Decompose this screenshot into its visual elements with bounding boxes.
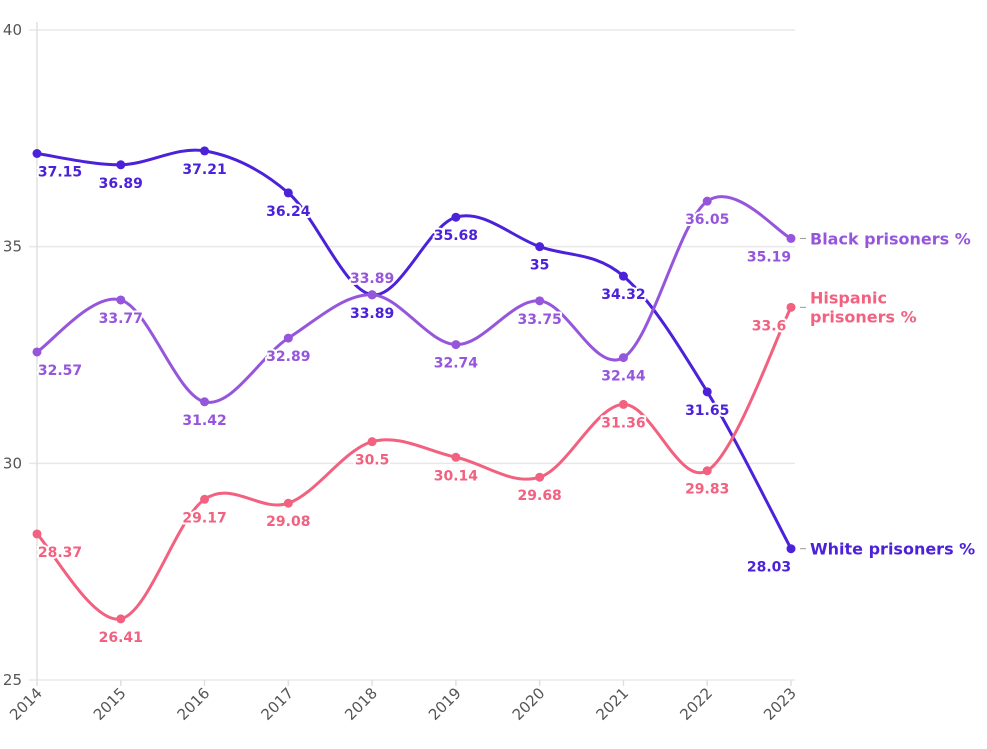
data-point [535,296,545,306]
data-label: 32.44 [601,369,646,385]
series-line [35,306,793,621]
data-labels: 37.15 36.89 37.21 36.24 33.89 35.68 35 34.32 31.… [36,160,975,648]
data-point [116,614,126,624]
data-point [535,242,545,252]
data-point [116,295,126,305]
data-point [618,271,628,281]
data-label: 33.77 [99,311,143,327]
x-tick-label: 2014 [6,684,46,724]
series-lines [32,146,796,624]
data-point [116,160,126,170]
data-point [200,146,210,156]
data-label: 33.75 [518,312,562,328]
data-label: 29.68 [518,488,562,504]
data-point [283,333,293,343]
y-tick-label: 40 [3,21,22,39]
data-point [367,437,377,447]
data-label: 36.24 [266,204,311,220]
data-point [786,233,796,243]
series-label-line: prisoners % [810,307,917,326]
y-tick-label: 35 [3,238,22,256]
data-label: 32.89 [266,349,310,365]
series-label: Hispanic prisoners % [810,288,917,326]
data-label: 36.89 [99,176,143,192]
data-label: 33.89 [350,271,394,287]
data-point [283,498,293,508]
data-label: 33.6 [752,318,787,334]
data-label: 31.65 [685,403,729,419]
x-tick-label: 2017 [257,684,297,724]
data-label: 30.5 [355,453,390,469]
data-label: 32.74 [434,356,479,372]
data-label: 36.05 [685,212,729,228]
data-point [702,466,712,476]
data-label: 28.37 [38,545,82,561]
data-label: 37.21 [182,162,226,178]
data-point [367,290,377,300]
x-tick-label: 2018 [341,684,381,724]
x-tick-label: 2023 [760,684,800,724]
data-point [451,212,461,222]
series-line [36,148,793,550]
data-label: 37.15 [38,165,82,181]
series-label: Black prisoners % [810,229,971,248]
data-point [283,188,293,198]
data-label: 35.68 [434,228,478,244]
data-label: 32.57 [38,363,82,379]
data-label: 33.89 [350,306,394,322]
data-point [200,397,210,407]
data-label: 35.19 [747,249,791,265]
data-point [702,387,712,397]
data-label: 26.41 [99,630,143,646]
data-label: 29.08 [266,514,310,530]
gridlines [29,29,795,681]
y-tick-label: 25 [3,671,22,689]
x-tick-label: 2021 [593,684,633,724]
data-point [32,149,42,158]
data-point [451,340,461,350]
data-point [618,353,628,363]
series-label-line: Hispanic [810,288,887,307]
x-tick-label: 2022 [676,684,716,724]
data-label: 29.83 [685,482,729,498]
data-label: 29.17 [182,510,226,526]
data-label: 31.36 [601,415,645,431]
data-point [535,472,545,482]
data-label: 30.14 [434,468,479,484]
data-label: 28.03 [747,560,791,576]
data-label: 31.42 [182,413,226,429]
data-point [32,347,42,357]
series-line [36,195,792,404]
x-tick-label: 2016 [174,684,214,724]
x-tick-label: 2015 [90,684,130,724]
data-point [200,494,210,504]
x-tick-label: 2019 [425,684,465,724]
series-label: White prisoners % [810,540,975,559]
data-point [702,196,712,206]
data-point [786,302,796,312]
data-point [786,544,796,554]
y-tick-label: 30 [3,454,22,472]
data-label: 35 [530,258,549,274]
data-point [32,529,42,539]
x-tick-label: 2020 [509,684,549,724]
data-point [618,399,628,409]
data-label: 34.32 [601,287,645,303]
data-point [451,452,461,462]
